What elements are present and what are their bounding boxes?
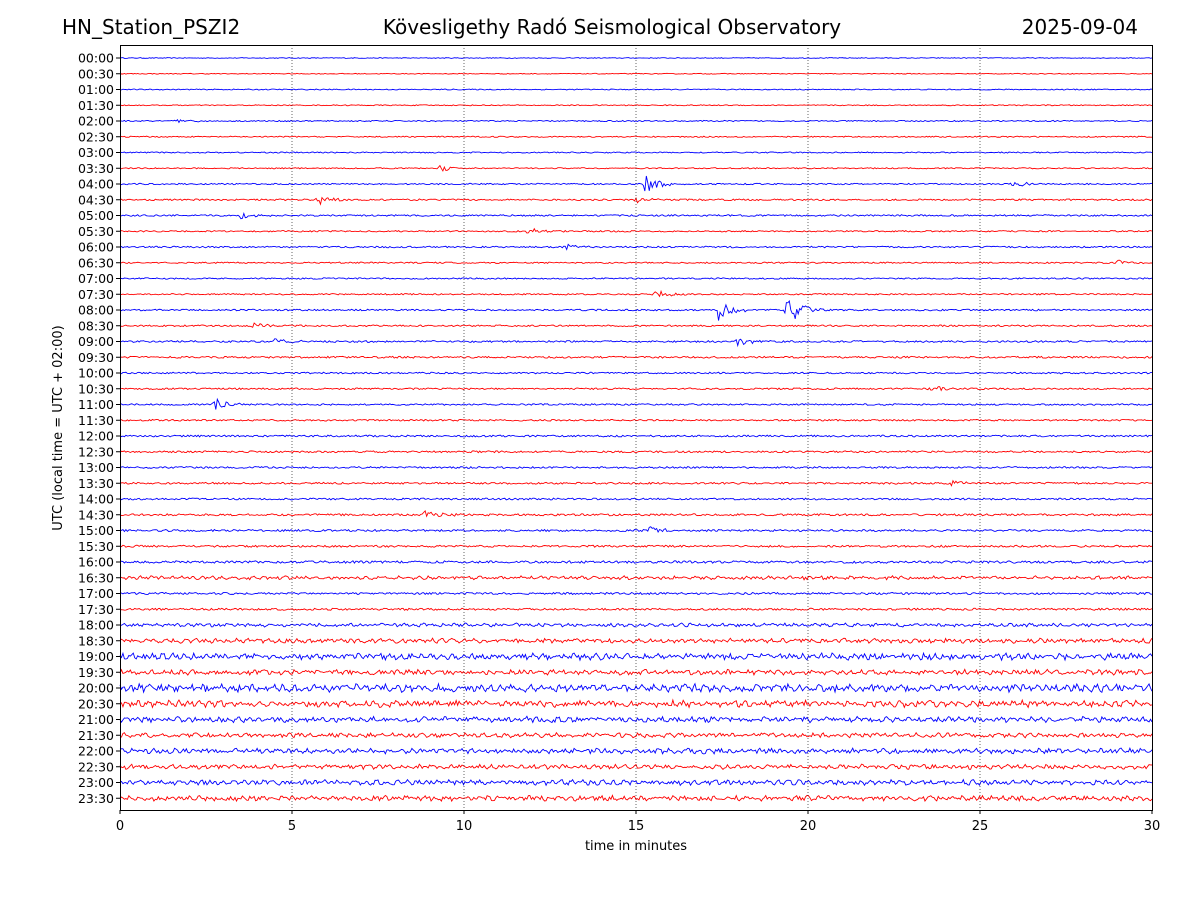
y-tick-label: 03:30 [78, 161, 114, 176]
y-tick-label: 06:30 [78, 255, 114, 270]
y-tick-label: 16:00 [78, 555, 114, 570]
trace-1430 [119, 509, 1153, 518]
trace-0700 [119, 277, 1153, 280]
y-tick-label: 05:00 [78, 208, 114, 223]
x-tick-label: 20 [800, 819, 817, 834]
y-tick-label: 07:30 [78, 287, 114, 302]
trace-0800 [119, 300, 1153, 321]
trace-1030 [119, 386, 1153, 392]
x-tick-label: 25 [972, 819, 989, 834]
grid-group [291, 45, 981, 810]
trace-1630 [119, 575, 1153, 581]
y-tick-label: 19:00 [78, 649, 114, 664]
plot-frame [120, 45, 1153, 811]
y-tick-label: 14:30 [78, 507, 114, 522]
y-tick-label: 02:00 [78, 114, 114, 129]
y-tick-label: 15:30 [78, 539, 114, 554]
y-tick-label: 04:30 [78, 192, 114, 207]
y-tick-label: 09:00 [78, 334, 114, 349]
trace-0600 [119, 243, 1153, 251]
y-tick-label: 03:00 [78, 145, 114, 160]
y-tick-label: 13:00 [78, 460, 114, 475]
y-tick-label: 01:30 [78, 98, 114, 113]
trace-1400 [119, 497, 1153, 501]
trace-2100 [119, 715, 1153, 724]
x-tick-label: 5 [288, 819, 296, 834]
trace-0530 [119, 227, 1153, 234]
trace-0100 [119, 88, 1153, 91]
x-tick-label: 15 [628, 819, 645, 834]
y-tick-label: 06:00 [78, 240, 114, 255]
record-date: 2025-09-04 [1021, 15, 1138, 39]
y-tick-label: 18:00 [78, 618, 114, 633]
y-tick-label: 23:30 [78, 791, 114, 806]
trace-0000 [119, 57, 1153, 59]
y-tick-label: 20:00 [78, 681, 114, 696]
trace-1730 [119, 607, 1153, 611]
y-tick-label: 08:30 [78, 318, 114, 333]
y-tick-label: 11:30 [78, 413, 114, 428]
trace-2200 [119, 747, 1153, 755]
trace-1800 [119, 622, 1153, 628]
y-tick-label: 13:30 [78, 476, 114, 491]
trace-0300 [119, 151, 1153, 154]
y-tick-label: 20:30 [78, 696, 114, 711]
y-tick-label: 07:00 [78, 271, 114, 286]
y-tick-label: 09:30 [78, 350, 114, 365]
y-tick-label: 00:00 [78, 51, 114, 66]
trace-0630 [119, 259, 1153, 265]
y-tick-label: 18:30 [78, 633, 114, 648]
x-tick-label: 30 [1144, 819, 1161, 834]
y-tick-label: 08:00 [78, 303, 114, 318]
trace-2330 [119, 794, 1153, 803]
observatory-title: Kövesligethy Radó Seismological Observat… [382, 15, 842, 39]
y-tick-label: 00:30 [78, 66, 114, 81]
trace-0730 [119, 289, 1153, 298]
trace-2030 [119, 698, 1153, 709]
y-tick-label: 12:00 [78, 429, 114, 444]
y-tick-label: 10:30 [78, 381, 114, 396]
y-tick-label: 04:00 [78, 177, 114, 192]
y-tick-label: 12:30 [78, 444, 114, 459]
trace-2230 [119, 763, 1153, 771]
y-tick-label: 14:00 [78, 492, 114, 507]
trace-1230 [119, 450, 1153, 454]
trace-1330 [119, 479, 1153, 487]
trace-0230 [119, 135, 1153, 138]
trace-0030 [119, 72, 1153, 75]
y-axis: 00:0000:3001:0001:3002:0002:3003:0003:30… [78, 51, 120, 806]
trace-1100 [119, 397, 1153, 410]
y-tick-label: 02:30 [78, 129, 114, 144]
y-tick-label: 23:00 [78, 775, 114, 790]
x-tick-label: 10 [456, 819, 473, 834]
y-tick-label: 21:00 [78, 712, 114, 727]
y-axis-label: UTC (local time = UTC + 02:00) [51, 325, 66, 530]
y-tick-label: 21:30 [78, 728, 114, 743]
station-name: HN_Station_PSZI2 [62, 15, 241, 39]
y-tick-label: 15:00 [78, 523, 114, 538]
y-tick-label: 17:00 [78, 586, 114, 601]
x-axis: 0 5 10 15 20 25 30 [116, 810, 1160, 834]
x-axis-label: time in minutes [585, 839, 687, 854]
y-tick-label: 10:00 [78, 366, 114, 381]
y-tick-label: 17:30 [78, 602, 114, 617]
trace-1700 [119, 591, 1153, 596]
y-tick-label: 01:00 [78, 82, 114, 97]
trace-1500 [119, 526, 1153, 533]
y-tick-label: 22:00 [78, 744, 114, 759]
x-tick-label: 0 [116, 819, 124, 834]
y-tick-label: 19:30 [78, 665, 114, 680]
y-tick-label: 22:30 [78, 759, 114, 774]
y-tick-label: 11:00 [78, 397, 114, 412]
y-tick-label: 05:30 [78, 224, 114, 239]
trace-2000 [119, 682, 1153, 694]
trace-0830 [119, 322, 1153, 328]
y-tick-label: 16:30 [78, 570, 114, 585]
